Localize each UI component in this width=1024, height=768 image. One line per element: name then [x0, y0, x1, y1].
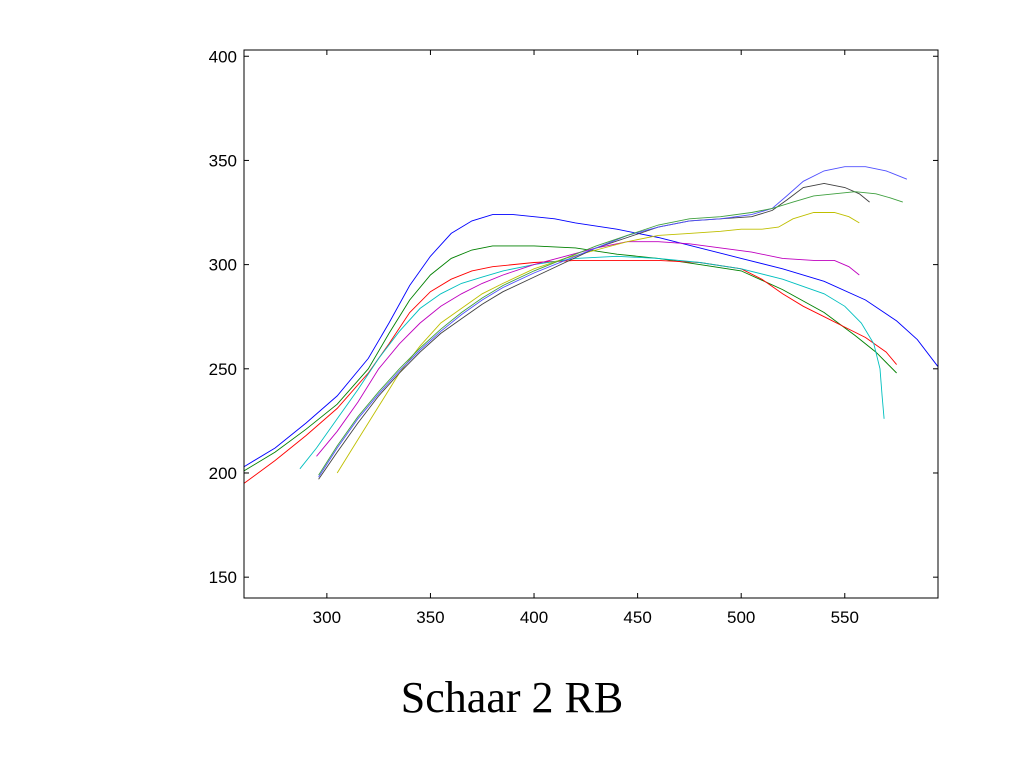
series-line-1	[243, 214, 939, 468]
series-line-8	[318, 166, 908, 478]
y-axis: 150 200 250 300 350 400	[209, 47, 237, 587]
series-line-9	[318, 191, 903, 476]
y-tick-label: 300	[209, 256, 237, 275]
series-line-3	[243, 259, 897, 484]
x-axis: 300 350 400 450 500 550	[313, 608, 859, 627]
series-line-4	[299, 255, 885, 470]
series-line-6	[336, 212, 860, 474]
x-tick-label: 500	[727, 608, 755, 627]
x-tick-label: 550	[831, 608, 859, 627]
x-tick-label: 350	[416, 608, 444, 627]
y-tick-label: 200	[209, 464, 237, 483]
plot-lines	[243, 166, 939, 484]
x-tick-label: 400	[520, 608, 548, 627]
y-tick-label: 400	[209, 47, 237, 66]
y-tick-label: 250	[209, 360, 237, 379]
series-line-2	[243, 245, 897, 472]
y-tick-label: 350	[209, 151, 237, 170]
x-tick-label: 300	[313, 608, 341, 627]
plot-frame	[243, 49, 939, 599]
y-tick-label: 150	[209, 568, 237, 587]
x-tick-label: 450	[623, 608, 651, 627]
tick-marks	[244, 50, 938, 598]
series-line-5	[316, 241, 860, 457]
series-line-7	[318, 182, 870, 480]
chart-caption: Schaar 2 RB	[400, 673, 624, 722]
